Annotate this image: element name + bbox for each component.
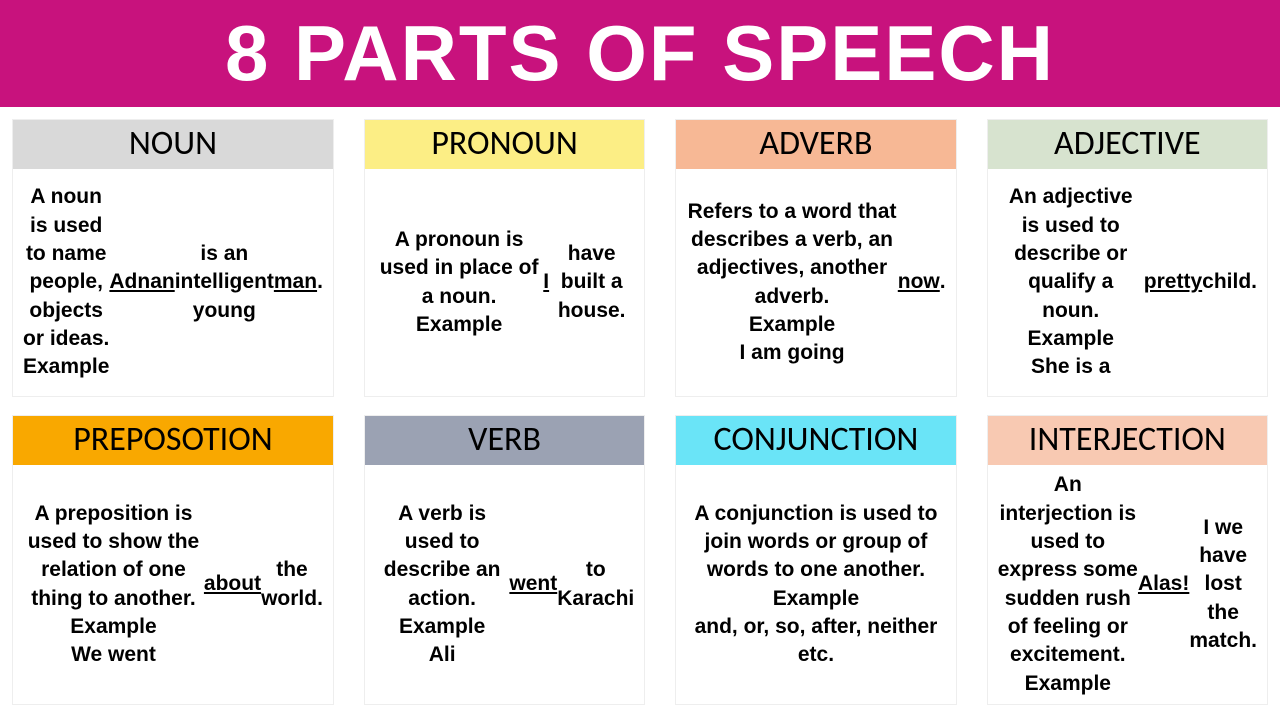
- card-body: A preposition is used to show the relati…: [13, 465, 333, 704]
- card-header: ADJECTIVE: [988, 120, 1267, 169]
- card-body: A conjunction is used to join words or g…: [676, 465, 955, 704]
- card-header: NOUN: [13, 120, 333, 169]
- card-header: VERB: [365, 416, 644, 465]
- card-body: An interjection is used to express some …: [988, 465, 1267, 704]
- title-banner: 8 PARTS OF SPEECH: [0, 0, 1280, 107]
- card-body: A verb is used to describe an action.Exa…: [365, 465, 644, 704]
- card-body: A pronoun is used in place of a noun.Exa…: [365, 169, 644, 396]
- cards-grid: NOUNA noun is used to name people, objec…: [0, 107, 1280, 717]
- card-pronoun: PRONOUNA pronoun is used in place of a n…: [364, 119, 645, 397]
- card-preposotion: PREPOSOTIONA preposition is used to show…: [12, 415, 334, 705]
- card-header: INTERJECTION: [988, 416, 1267, 465]
- card-header: PRONOUN: [365, 120, 644, 169]
- card-body: Refers to a word that describes a verb, …: [676, 169, 955, 396]
- card-verb: VERBA verb is used to describe an action…: [364, 415, 645, 705]
- card-interjection: INTERJECTIONAn interjection is used to e…: [987, 415, 1268, 705]
- card-body: An adjective is used to describe or qual…: [988, 169, 1267, 396]
- card-adjective: ADJECTIVEAn adjective is used to describ…: [987, 119, 1268, 397]
- card-body: A noun is used to name people, objects o…: [13, 169, 333, 396]
- card-conjunction: CONJUNCTIONA conjunction is used to join…: [675, 415, 956, 705]
- title-text: 8 PARTS OF SPEECH: [225, 8, 1055, 99]
- card-header: PREPOSOTION: [13, 416, 333, 465]
- card-adverb: ADVERBRefers to a word that describes a …: [675, 119, 956, 397]
- card-header: CONJUNCTION: [676, 416, 955, 465]
- card-header: ADVERB: [676, 120, 955, 169]
- card-noun: NOUNA noun is used to name people, objec…: [12, 119, 334, 397]
